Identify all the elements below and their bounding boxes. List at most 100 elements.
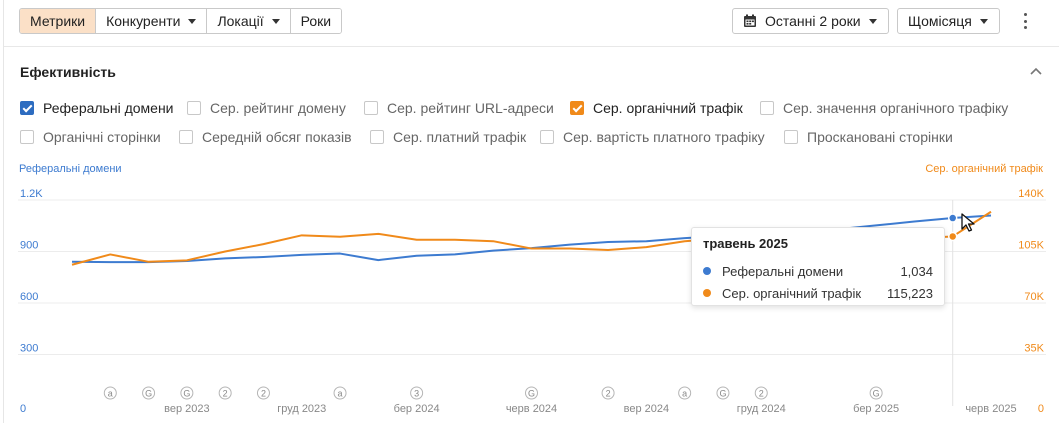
- toolbar: Метрики Конкуренти Локації Роки Останні …: [4, 0, 1059, 47]
- annotation-glyph: G: [873, 389, 880, 399]
- annotation-glyph: a: [682, 389, 687, 399]
- tooltip-row-value: 1,034: [900, 263, 933, 279]
- calendar-icon: [744, 14, 756, 27]
- x-tick-label: бер 2025: [853, 403, 899, 415]
- annotation-glyph: 2: [759, 389, 764, 399]
- checkbox[interactable]: [540, 130, 554, 144]
- metric-label: Реферальні домени: [43, 100, 174, 116]
- checkbox[interactable]: [20, 130, 34, 144]
- chevron-up-icon[interactable]: [1029, 66, 1043, 76]
- series-dot: [703, 267, 711, 275]
- tab-years[interactable]: Роки: [290, 9, 342, 33]
- metric-avg-paid-traffic-cost[interactable]: Сер. вартість платного трафіку: [540, 129, 765, 145]
- tab-metrics[interactable]: Метрики: [20, 9, 97, 33]
- right-axis-title: Сер. органічний трафік: [925, 163, 1043, 175]
- x-tick-label: груд 2023: [277, 403, 326, 415]
- chevron-down-icon: [979, 18, 988, 24]
- chevron-down-icon: [188, 18, 197, 24]
- period-dropdown[interactable]: Останні 2 роки: [732, 8, 889, 34]
- annotation-marker: [410, 386, 424, 400]
- tooltip-title: травень 2025: [703, 236, 788, 251]
- left-tick-label: 900: [20, 240, 38, 252]
- left-tick-label: 300: [20, 343, 38, 355]
- tooltip-row: Сер. органічний трафік 115,223: [703, 282, 933, 304]
- right-tick-label: 140K: [1018, 188, 1044, 200]
- annotation-marker: [103, 386, 117, 400]
- checkbox[interactable]: [187, 101, 201, 115]
- metric-organic-pages[interactable]: Органічні сторінки: [20, 129, 161, 145]
- metric-avg-organic-traffic-value[interactable]: Сер. значення органічного трафіку: [760, 100, 1008, 116]
- annotation-marker: [601, 386, 615, 400]
- annotation-glyph: G: [183, 389, 190, 399]
- metric-avg-paid-traffic[interactable]: Сер. платний трафік: [370, 129, 526, 145]
- annotation-glyph: G: [719, 389, 726, 399]
- chevron-down-icon: [271, 18, 280, 24]
- metric-crawled-pages[interactable]: Проскановані сторінки: [784, 129, 953, 145]
- annotation-marker: [678, 386, 692, 400]
- checkbox-checked[interactable]: [20, 101, 34, 115]
- checkbox[interactable]: [784, 130, 798, 144]
- tooltip-row: Реферальні домени 1,034: [703, 260, 933, 282]
- annotation-glyph: 2: [261, 389, 266, 399]
- x-tick-label: черв 2025: [965, 403, 1016, 415]
- tab-locations[interactable]: Локації: [207, 9, 291, 33]
- metric-label: Сер. платний трафік: [393, 129, 527, 145]
- annotation-glyph: 3: [414, 389, 419, 399]
- tooltip-row-value: 115,223: [886, 285, 933, 301]
- checkbox[interactable]: [179, 130, 193, 144]
- chart-tooltip: травень 2025 Реферальні домени 1,034 Сер…: [691, 227, 945, 306]
- metric-label: Сер. органічний трафік: [593, 100, 743, 116]
- annotation-marker: [333, 386, 347, 400]
- metric-avg-url-rating[interactable]: Сер. рейтинг URL-адреси: [364, 100, 554, 116]
- tab-competitors[interactable]: Конкуренти: [96, 9, 208, 33]
- section-title: Ефективність: [20, 64, 116, 80]
- annotation-glyph: 2: [223, 389, 228, 399]
- checkbox-checked[interactable]: [570, 101, 584, 115]
- left-tick-label: 0: [20, 403, 26, 415]
- x-tick-label: бер 2024: [394, 403, 440, 415]
- annotation-glyph: a: [108, 389, 113, 399]
- metric-avg-organic-traffic[interactable]: Сер. органічний трафік: [570, 100, 743, 116]
- annotation-glyph: G: [528, 389, 535, 399]
- metric-label: Органічні сторінки: [43, 129, 161, 145]
- annotation-marker: [218, 386, 232, 400]
- annotation-marker: [525, 386, 538, 400]
- metric-label: Середній обсяг показів: [202, 129, 352, 145]
- performance-panel: Метрики Конкуренти Локації Роки Останні …: [3, 0, 1059, 423]
- annotation-marker: [256, 386, 270, 400]
- more-vertical-icon[interactable]: [1016, 11, 1034, 31]
- annotation-marker: [869, 386, 883, 400]
- metric-referring-domains[interactable]: Реферальні домени: [20, 100, 174, 116]
- metric-avg-domain-rating[interactable]: Сер. рейтинг домену: [187, 100, 346, 116]
- annotation-marker: [754, 386, 768, 400]
- tab-competitors-label: Конкуренти: [106, 13, 181, 29]
- hover-point-organic-traffic: [947, 231, 958, 242]
- left-tick-label: 600: [20, 291, 38, 303]
- left-tick-label: 1.2K: [20, 188, 43, 200]
- metric-label: Проскановані сторінки: [807, 129, 953, 145]
- x-tick-label: груд 2024: [737, 403, 786, 415]
- checkbox[interactable]: [364, 101, 378, 115]
- right-tick-label: 105K: [1018, 240, 1044, 252]
- left-axis-title: Реферальні домени: [19, 163, 122, 175]
- annotation-glyph: a: [338, 389, 343, 399]
- tooltip-row-label: Реферальні домени: [722, 263, 844, 279]
- right-tick-label: 35K: [1024, 343, 1044, 355]
- checkbox[interactable]: [370, 130, 384, 144]
- annotation-marker: [180, 386, 194, 400]
- tooltip-row-label: Сер. органічний трафік: [722, 285, 862, 301]
- metric-avg-impressions[interactable]: Середній обсяг показів: [179, 129, 352, 145]
- interval-dropdown[interactable]: Щомісяця: [897, 8, 1000, 34]
- tab-years-label: Роки: [300, 13, 332, 29]
- annotation-glyph: G: [145, 389, 152, 399]
- checkbox[interactable]: [760, 101, 774, 115]
- metric-label: Сер. вартість платного трафіку: [563, 129, 765, 145]
- annotation-marker: [716, 386, 730, 400]
- right-tick-label: 70K: [1024, 291, 1044, 303]
- mouse-pointer-icon: [961, 213, 975, 232]
- annotation-marker: [142, 386, 156, 400]
- performance-chart[interactable]: 0 0 300 35K 600 70K 900 105K 1.2K 140K a G G 2 2 a 3 G 2 a G…: [4, 180, 1059, 423]
- right-tick-label: 0: [1038, 403, 1044, 415]
- period-label: Останні 2 роки: [765, 13, 861, 29]
- x-tick-label: вер 2024: [624, 403, 669, 415]
